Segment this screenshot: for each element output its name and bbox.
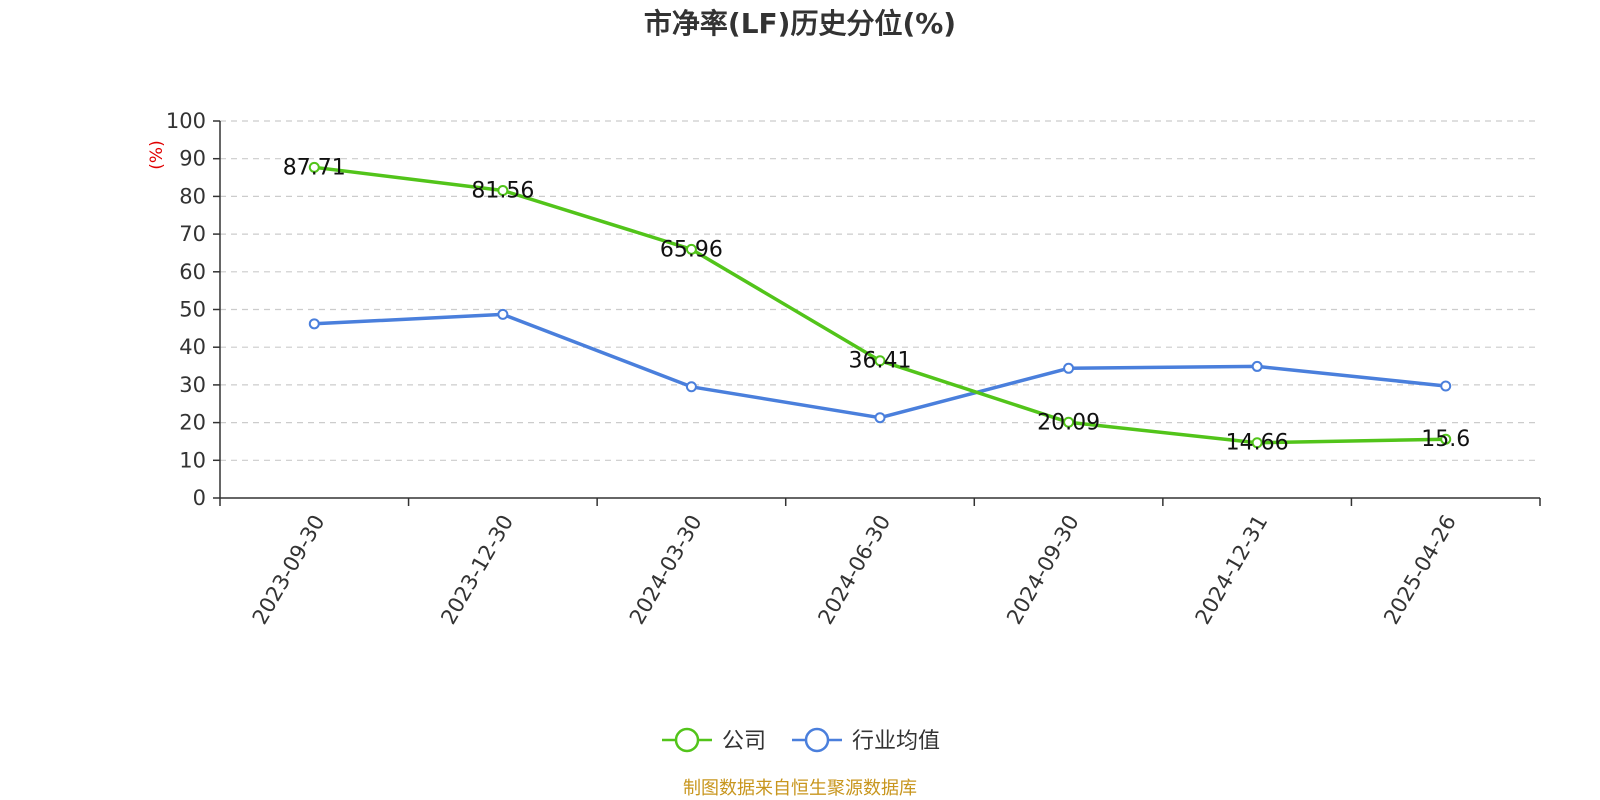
data-point	[1440, 433, 1452, 445]
y-tick-label: 0	[193, 486, 206, 510]
y-tick-label: 60	[179, 260, 206, 284]
y-tick-label: 20	[179, 411, 206, 435]
grid-lines	[220, 120, 1540, 461]
legend[interactable]: 公司 行业均值	[662, 727, 940, 754]
y-tick-label: 80	[179, 184, 206, 208]
data-point	[685, 381, 697, 393]
x-tick-label: 2024-06-30	[813, 511, 895, 629]
data-point	[497, 308, 509, 320]
y-tick-label: 90	[179, 147, 206, 171]
y-tick-label: 10	[179, 448, 206, 472]
y-tick-label: 30	[179, 373, 206, 397]
y-tick-label: 50	[179, 298, 206, 322]
data-label: 87.71	[283, 155, 346, 180]
data-point	[1440, 380, 1452, 392]
data-label: 81.56	[471, 179, 534, 204]
data-label: 14.66	[1226, 431, 1289, 456]
y-axis-unit-label: (%)	[147, 140, 167, 169]
y-tick-label: 70	[179, 222, 206, 246]
data-point	[1063, 416, 1075, 428]
chart-title: 市净率(LF)历史分位(%)	[643, 7, 957, 40]
data-point	[497, 185, 509, 197]
data-point	[308, 318, 320, 330]
data-labels: 87.71 81.56 65.96 36.41 20.09 14.66 15.6	[283, 155, 1470, 455]
data-source-note: 制图数据来自恒生聚源数据库	[683, 778, 917, 799]
x-tick-label: 2025-04-26	[1379, 511, 1461, 629]
x-tick-label: 2024-03-30	[625, 511, 707, 629]
data-point	[874, 355, 886, 367]
data-point	[1251, 437, 1263, 449]
series-lines	[308, 161, 1452, 449]
legend-item-label: 公司	[722, 729, 766, 754]
data-point	[685, 243, 697, 255]
series-line-0	[314, 165, 1446, 445]
legend-item-label: 行业均值	[852, 729, 940, 754]
y-tick-label: 40	[179, 335, 206, 359]
data-label: 20.09	[1037, 410, 1100, 435]
data-point	[1063, 362, 1075, 374]
legend-marker-icon	[674, 727, 700, 753]
y-tick-label: 100	[166, 109, 206, 133]
data-label: 15.6	[1421, 427, 1470, 452]
data-point	[874, 412, 886, 424]
data-label: 65.96	[660, 237, 723, 262]
data-point	[1251, 360, 1263, 372]
legend-marker-icon	[804, 727, 830, 753]
data-label: 36.41	[849, 349, 912, 374]
data-point	[308, 161, 320, 173]
x-tick-label: 2023-12-30	[436, 511, 518, 629]
x-tick-label: 2023-09-30	[248, 511, 330, 629]
x-tick-label: 2024-12-31	[1191, 511, 1273, 629]
x-tick-label: 2024-09-30	[1002, 511, 1084, 629]
